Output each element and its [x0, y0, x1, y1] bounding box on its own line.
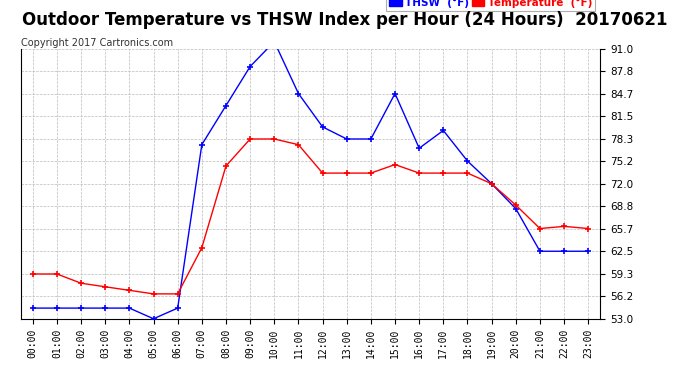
Text: Copyright 2017 Cartronics.com: Copyright 2017 Cartronics.com [21, 38, 172, 48]
Legend: THSW  (°F), Temperature  (°F): THSW (°F), Temperature (°F) [386, 0, 595, 11]
Text: Outdoor Temperature vs THSW Index per Hour (24 Hours)  20170621: Outdoor Temperature vs THSW Index per Ho… [22, 11, 668, 29]
